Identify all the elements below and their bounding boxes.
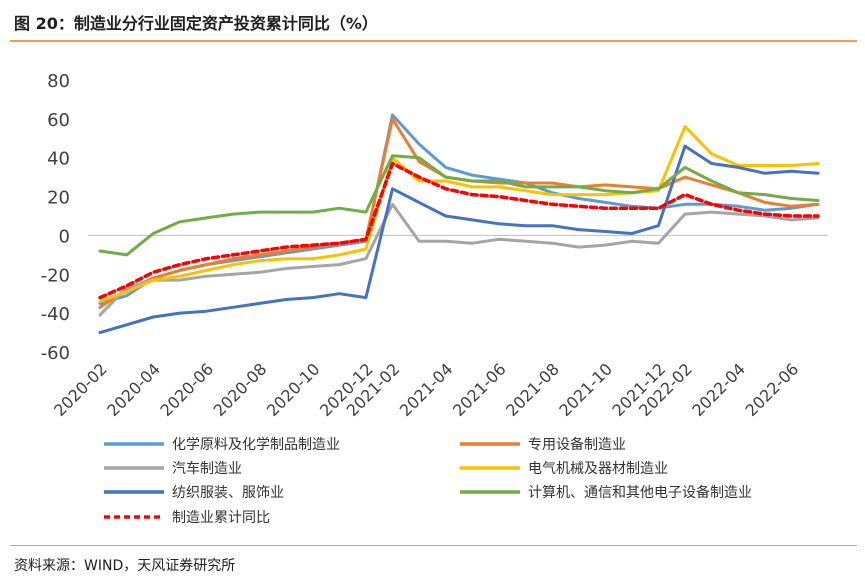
x-tick-label: 2020-08 bbox=[210, 359, 271, 420]
legend-label: 汽车制造业 bbox=[172, 460, 242, 477]
series-line-6 bbox=[98, 161, 820, 300]
y-tick-label: -60 bbox=[41, 343, 70, 364]
series-line-5 bbox=[98, 154, 820, 257]
x-tick-label: 2021-04 bbox=[396, 359, 457, 420]
x-tick-label: 2022-04 bbox=[688, 359, 749, 420]
y-tick-label: 60 bbox=[47, 110, 70, 131]
legend-label: 制造业累计同比 bbox=[172, 510, 270, 526]
y-tick-label: 0 bbox=[59, 226, 70, 247]
legend-label: 专用设备制造业 bbox=[528, 436, 626, 453]
y-tick-label: 80 bbox=[47, 71, 70, 92]
x-tick-label: 2021-06 bbox=[449, 359, 510, 420]
x-tick-label: 2022-06 bbox=[742, 359, 803, 420]
footer-divider bbox=[10, 545, 857, 546]
x-tick-label: 2020-04 bbox=[103, 359, 164, 420]
x-tick-label: 2021-10 bbox=[555, 359, 616, 420]
title-divider bbox=[10, 40, 857, 42]
x-tick-label: 2020-02 bbox=[50, 359, 111, 420]
legend-label: 电气机械及器材制造业 bbox=[528, 461, 668, 477]
y-tick-label: 40 bbox=[47, 149, 70, 170]
legend-label: 计算机、通信和其他电子设备制造业 bbox=[528, 484, 752, 501]
legend-label: 纺织服装、服饰业 bbox=[172, 485, 284, 501]
y-tick-label: -20 bbox=[41, 265, 70, 286]
legend-label: 化学原料及化学制品制造业 bbox=[172, 437, 340, 453]
series-line-4 bbox=[98, 144, 820, 335]
x-tick-label: 2020-10 bbox=[263, 359, 324, 420]
x-tick-label: 2020-06 bbox=[156, 359, 217, 420]
line-chart: 806040200-20-40-602020-022020-042020-062… bbox=[41, 71, 828, 526]
series-line-2 bbox=[98, 202, 820, 317]
source-note: 资料来源：WIND，天风证券研究所 bbox=[14, 558, 236, 574]
x-tick-label: 2021-08 bbox=[502, 359, 563, 420]
series-line-3 bbox=[98, 125, 820, 303]
y-tick-label: 20 bbox=[47, 188, 70, 209]
y-tick-label: -40 bbox=[41, 304, 70, 325]
page-title: 图 20：制造业分行业固定资产投资累计同比（%） bbox=[14, 14, 378, 33]
